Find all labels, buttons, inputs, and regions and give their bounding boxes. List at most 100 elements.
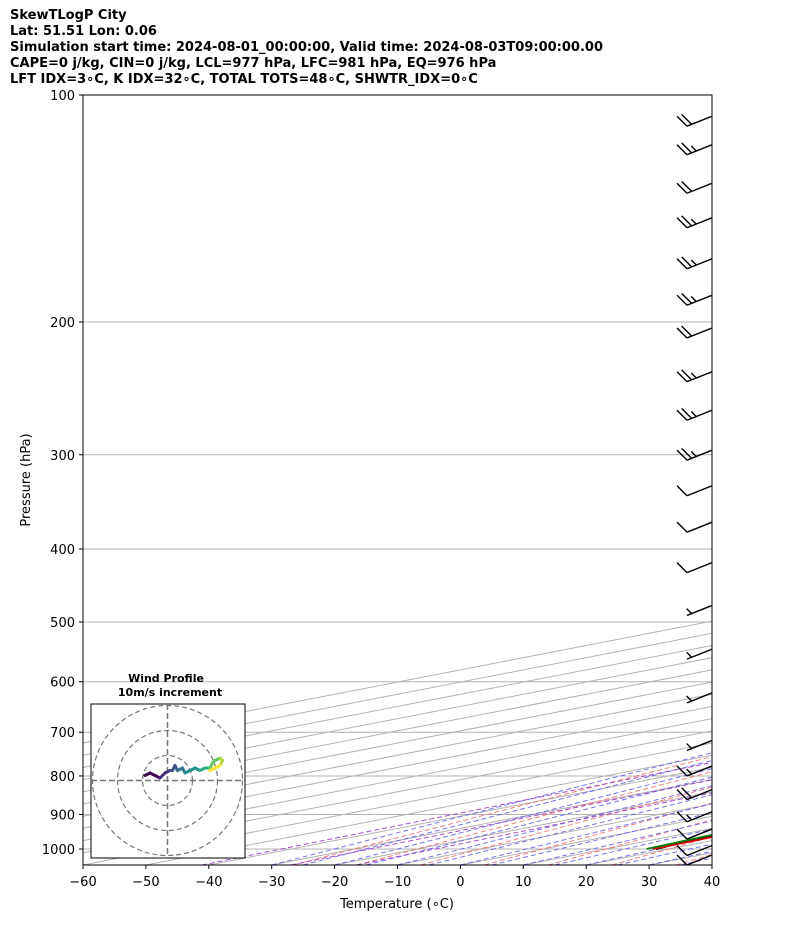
isotherm-gridline: [711, 864, 712, 865]
isotherm-gridline: [334, 791, 712, 865]
wind-barb: [686, 604, 712, 617]
x-tick-label: −30: [258, 875, 285, 890]
y-tick-label: 800: [50, 770, 75, 785]
moist-adiabat: [617, 843, 712, 865]
cape-line: CAPE=0 j/kg, CIN=0 j/kg, LCL=977 hPa, LF…: [10, 56, 497, 71]
x-axis-label: Temperature (∘C): [339, 897, 454, 912]
moist-adiabat: [711, 864, 712, 865]
y-tick-label: 1000: [42, 843, 75, 858]
wind-barb: [676, 765, 712, 777]
isotherm-gridline: [460, 815, 712, 865]
isotherm-gridline: [83, 669, 712, 793]
isotherm-gridline: [397, 803, 712, 865]
moist-adiabat: [491, 811, 712, 865]
moist-adiabat: [334, 768, 712, 865]
dry-adiabat: [420, 786, 712, 865]
header: SkewTLogP City Lat: 51.51 Lon: 0.06 Simu…: [10, 8, 603, 88]
moist-adiabat: [397, 785, 712, 865]
isotherm-gridline: [649, 852, 712, 865]
moist-adiabat: [302, 760, 712, 865]
wind-barb: [686, 648, 712, 660]
wind-barb: [676, 256, 712, 270]
wind-barb: [676, 810, 712, 823]
wind-barb: [676, 521, 712, 533]
isotherm-gridline: [83, 657, 712, 781]
x-tick-label: −10: [384, 875, 411, 890]
x-tick-label: 40: [704, 875, 721, 890]
dry-adiabat: [611, 836, 712, 865]
dry-adiabat: [484, 802, 712, 865]
y-tick-label: 400: [50, 543, 75, 558]
dry-adiabat: [740, 95, 794, 865]
wind-barb: [676, 485, 712, 497]
dry-adiabat: [356, 771, 712, 865]
wind-barb: [676, 561, 712, 574]
y-tick-label: 100: [50, 89, 75, 104]
y-tick-label: 200: [50, 316, 75, 331]
wind-barb: [676, 407, 712, 421]
cin-cape-shading: [680, 835, 712, 843]
y-tick-label: 600: [50, 676, 75, 691]
isotherm-gridline: [208, 766, 712, 865]
y-tick-label: 900: [50, 809, 75, 824]
time-line: Simulation start time: 2024-08-01_00:00:…: [10, 40, 603, 55]
wind-barb: [676, 828, 712, 840]
moist-adiabat: [523, 820, 712, 865]
dry-adiabat: [293, 756, 712, 865]
wind-barb: [676, 292, 712, 306]
wind-barb: [676, 180, 712, 194]
wind-barb: [686, 739, 712, 752]
wind-barb: [676, 854, 712, 865]
wind-barb: [676, 215, 712, 229]
wind-barb: [676, 787, 712, 801]
dewpoint-line: [646, 833, 712, 850]
hodograph-title: Wind Profile: [128, 672, 204, 685]
dry-adiabat: [548, 819, 712, 865]
wind-barb: [676, 113, 712, 127]
dry-adiabat: [675, 854, 712, 865]
wind-barb: [676, 369, 712, 383]
wind-barb: [676, 447, 712, 461]
hodograph-segment: [208, 766, 217, 772]
y-axis-label: Pressure (hPa): [19, 433, 34, 526]
x-tick-label: −60: [69, 875, 96, 890]
moist-adiabat: [460, 803, 712, 865]
wind-barb: [676, 325, 712, 339]
isotherm-gridline: [271, 779, 712, 865]
y-tick-label: 700: [50, 726, 75, 741]
wind-barb: [676, 142, 712, 156]
moist-adiabat: [554, 828, 712, 865]
mixing-ratio-line: [201, 761, 712, 865]
moist-adiabat: [648, 850, 712, 865]
moist-adiabat: [271, 752, 712, 865]
y-tick-label: 300: [50, 449, 75, 464]
x-tick-label: 0: [456, 875, 464, 890]
wind-barb: [686, 692, 712, 704]
x-tick-label: 20: [578, 875, 595, 890]
x-tick-label: −20: [321, 875, 348, 890]
x-tick-label: 30: [641, 875, 658, 890]
isotherm-gridline: [523, 827, 712, 865]
index-line: LFT IDX=3∘C, K IDX=32∘C, TOTAL TOTS=48∘C…: [10, 72, 478, 87]
parcel-profile-line: [655, 834, 712, 851]
isotherm-gridline: [83, 730, 712, 854]
mixing-ratio-line: [356, 792, 712, 865]
isotherm-gridline: [83, 718, 712, 842]
x-tick-label: −50: [132, 875, 159, 890]
moist-adiabat: [428, 794, 712, 865]
wind-barb: [676, 844, 712, 857]
chart-title: SkewTLogP City: [10, 8, 127, 23]
hodograph-subtitle: 10m/s increment: [118, 686, 222, 699]
moist-adiabat: [365, 776, 712, 865]
isotherm-gridline: [83, 705, 712, 829]
hodograph: [91, 704, 245, 858]
y-tick-label: 500: [50, 616, 75, 631]
moist-adiabat: [680, 857, 712, 865]
isotherm-gridline: [83, 681, 712, 805]
isotherm-gridline: [83, 693, 712, 817]
x-tick-label: −40: [195, 875, 222, 890]
location-line: Lat: 51.51 Lon: 0.06: [10, 24, 157, 39]
x-tick-label: 10: [515, 875, 532, 890]
temperature-line: [652, 836, 712, 850]
